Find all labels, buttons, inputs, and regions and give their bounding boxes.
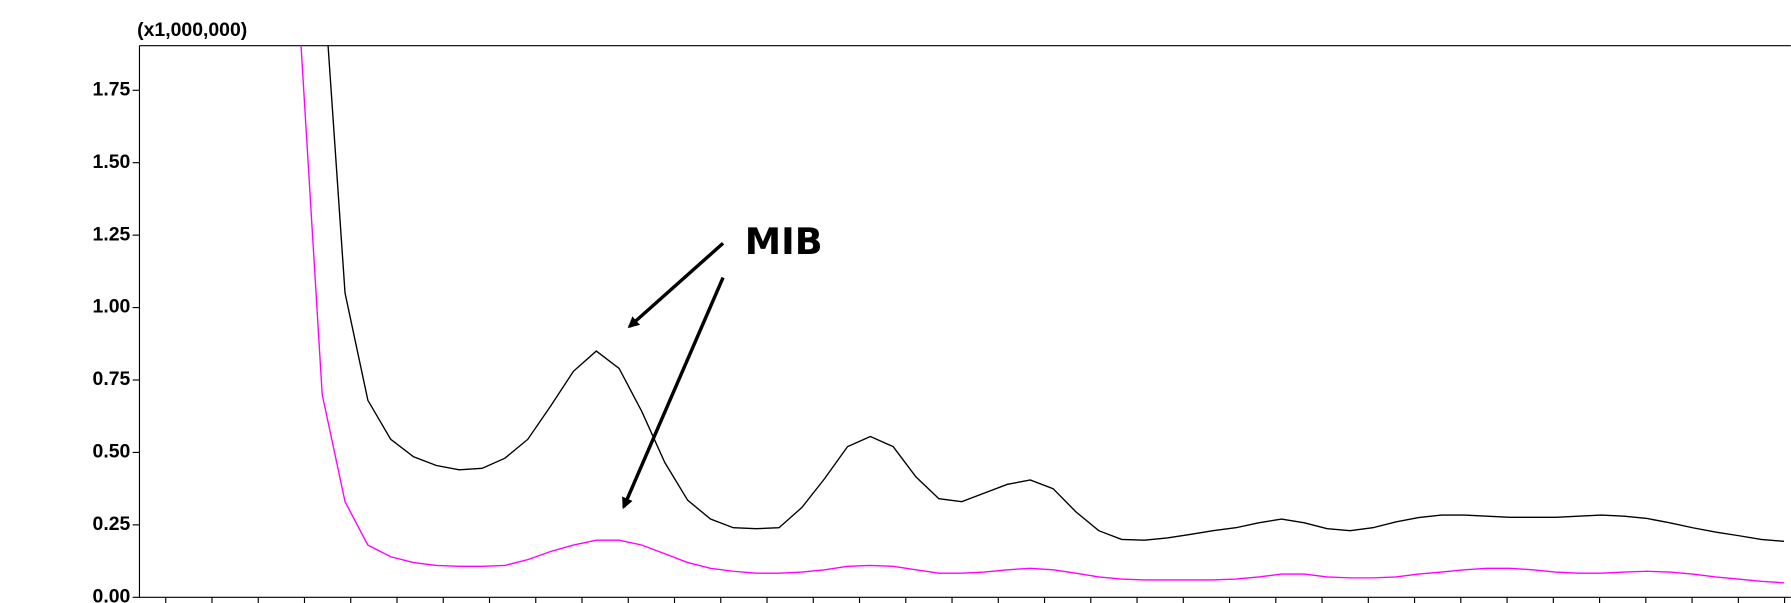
arrow (627, 241, 725, 329)
y-tick-label: 1.50 (93, 151, 131, 173)
y-tick-label: 0.50 (93, 441, 131, 463)
y-tick-label: 1.00 (93, 296, 131, 318)
plot-area (300, 45, 1785, 584)
y-multiplier: (x1,000,000) (137, 19, 247, 41)
series-line (327, 45, 1785, 543)
x-ticks (165, 597, 1786, 603)
y-tick-label: 1.75 (93, 78, 131, 100)
y-tick-label: 0.75 (93, 368, 131, 390)
series-line (300, 45, 1785, 584)
y-tick-label: 1.25 (93, 223, 131, 245)
arrow (622, 276, 725, 510)
annotation: MIB (745, 220, 823, 263)
y-tick-label: 0.00 (93, 585, 131, 603)
y-tick-label: 0.25 (93, 513, 131, 535)
